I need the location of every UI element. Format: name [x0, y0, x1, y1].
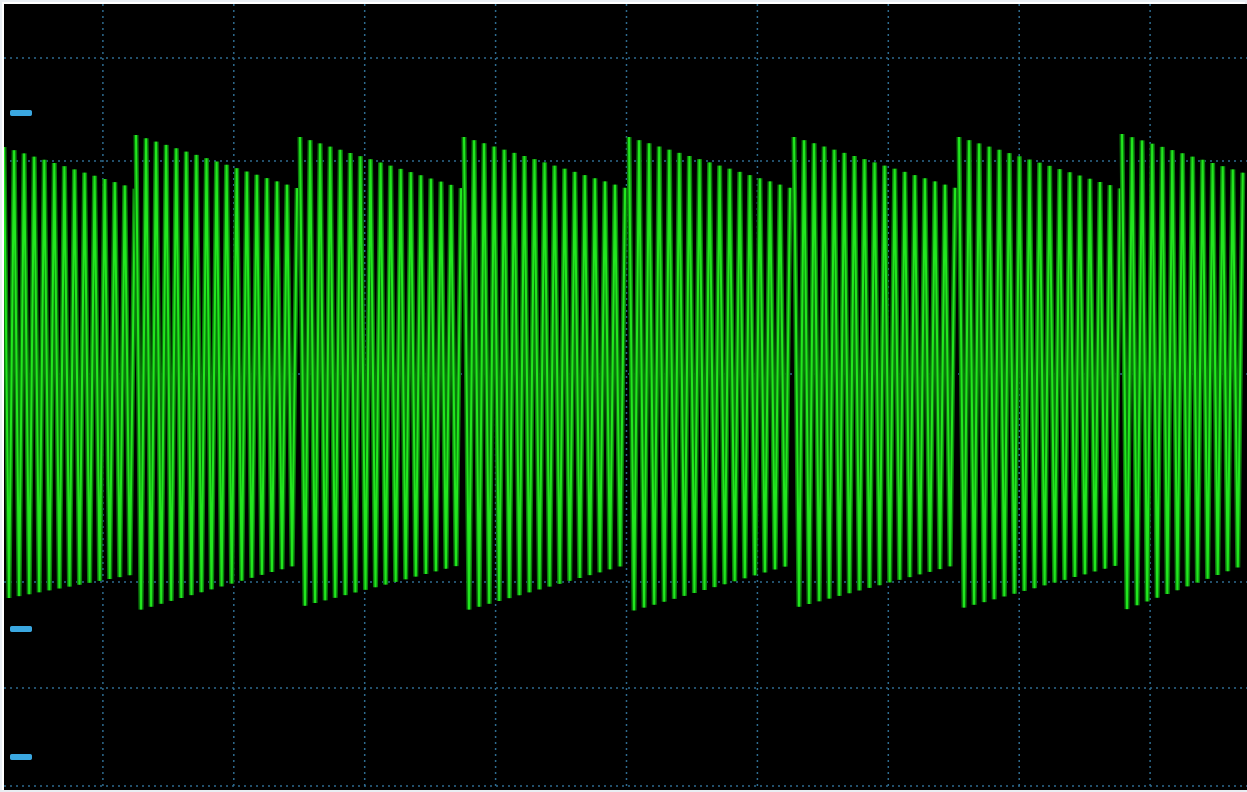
- waveform-line: [958, 136, 1122, 608]
- waveform-segment: [1119, 133, 1246, 610]
- waveform-line: [135, 134, 299, 610]
- oscilloscope-screen: [4, 4, 1247, 790]
- waveform-chart: [4, 4, 1247, 790]
- marker-bottom: [10, 754, 32, 760]
- waveform-line: [4, 146, 136, 599]
- waveform-segment: [626, 136, 793, 611]
- waveform-line: [793, 136, 957, 607]
- waveform-line: [463, 136, 627, 610]
- reference-markers: [10, 110, 32, 760]
- waveform-trace: [4, 133, 1246, 611]
- waveform-segment: [791, 136, 958, 607]
- waveform-line: [299, 136, 463, 606]
- waveform-segment: [4, 146, 138, 599]
- marker-middle: [10, 626, 32, 632]
- marker-top: [10, 110, 32, 116]
- waveform-segment: [461, 136, 628, 610]
- waveform-line: [1121, 133, 1244, 610]
- waveform-line: [628, 136, 792, 611]
- waveform-segment: [956, 136, 1123, 608]
- waveform-segment: [133, 134, 300, 610]
- grid-lines: [4, 4, 1247, 790]
- waveform-segment: [297, 136, 464, 606]
